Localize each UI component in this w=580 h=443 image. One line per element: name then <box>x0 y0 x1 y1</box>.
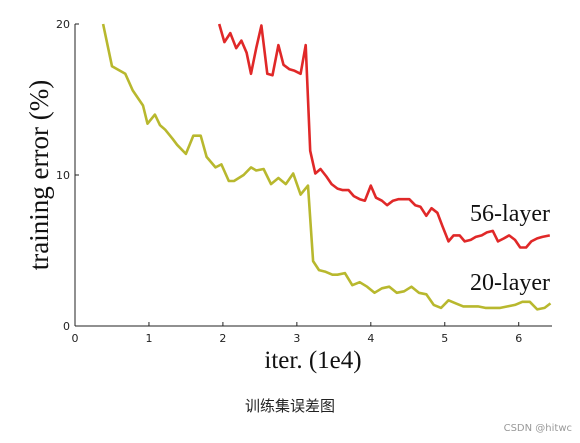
y-axis-title: training error (%) <box>24 80 54 270</box>
x-tick-label: 0 <box>72 332 79 345</box>
series-label-20-layer: 20-layer <box>470 270 550 296</box>
series-lines <box>101 23 552 311</box>
x-tick-label: 3 <box>293 332 300 345</box>
tick-marks: 0 1 2 3 4 5 6 0 10 20 <box>56 18 522 345</box>
x-tick-label: 5 <box>441 332 448 345</box>
y-tick-label: 20 <box>56 18 70 31</box>
x-tick-label: 4 <box>367 332 374 345</box>
csdn-watermark: CSDN @hitwc <box>504 423 572 434</box>
series-line-20-layer <box>101 23 552 311</box>
y-tick-label: 10 <box>56 169 70 182</box>
x-axis-title: iter. (1e4) <box>264 347 361 374</box>
series-line-56-layer <box>217 23 551 249</box>
x-tick-label: 1 <box>145 332 152 345</box>
figure-caption: 训练集误差图 <box>245 397 335 415</box>
x-tick-label: 6 <box>515 332 522 345</box>
series-label-56-layer: 56-layer <box>470 201 550 227</box>
y-tick-label: 0 <box>63 320 70 333</box>
x-tick-label: 2 <box>219 332 226 345</box>
